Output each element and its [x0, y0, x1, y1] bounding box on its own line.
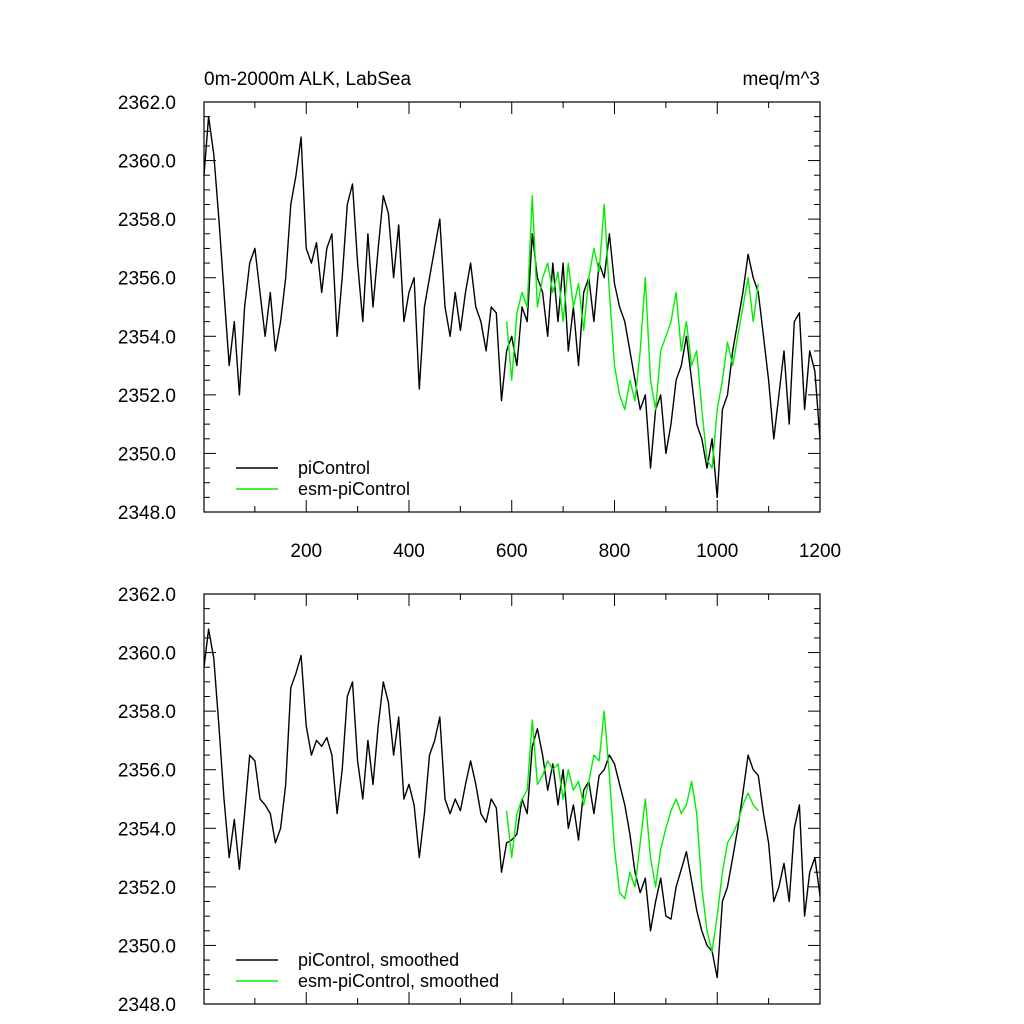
series-line-picontrol [203, 115, 821, 499]
x-tick-label: 400 [393, 541, 425, 562]
y-tick-label: 2362.0 [118, 93, 176, 114]
y-tick-label: 2362.0 [118, 585, 176, 606]
legend-label: piControl [298, 458, 370, 478]
plot-frame [203, 101, 821, 513]
y-tick-label: 2350.0 [118, 444, 176, 465]
y-tick-label: 2352.0 [118, 878, 176, 899]
legend-label: esm-piControl [298, 479, 410, 499]
y-tick-label: 2356.0 [118, 269, 176, 290]
x-tick-label: 1000 [696, 541, 738, 562]
legend-label: esm-piControl, smoothed [298, 971, 499, 991]
x-tick-label: 1200 [799, 541, 841, 562]
y-tick-label: 2360.0 [118, 644, 176, 665]
y-tick-label: 2348.0 [118, 995, 176, 1016]
y-tick-label: 2350.0 [118, 936, 176, 957]
y-tick-label: 2358.0 [118, 210, 176, 231]
chart-title: 0m-2000m ALK, LabSea [204, 69, 411, 90]
units-label: meq/m^3 [742, 69, 820, 90]
y-tick-label: 2348.0 [118, 503, 176, 524]
bottom-panel: 2362.0 2360.0 2358.0 2356.0 2354.0 2352.0 2350… [118, 585, 821, 1016]
y-tick-label: 2354.0 [118, 327, 176, 348]
plot-frame [203, 593, 821, 1005]
series-line-picontrol [203, 628, 821, 979]
x-tick-label: 600 [496, 541, 528, 562]
x-tick-label: 200 [290, 541, 322, 562]
y-tick-label: 2352.0 [118, 386, 176, 407]
y-tick-label: 2360.0 [118, 152, 176, 173]
top-panel: 2362.0 2360.0 2358.0 2356.0 2354.0 2352.0 2350… [118, 93, 841, 562]
series-line-esm-picontrol [505, 710, 759, 952]
y-tick-label: 2354.0 [118, 819, 176, 840]
legend-label: piControl, smoothed [298, 950, 459, 970]
x-tick-label: 800 [599, 541, 631, 562]
y-tick-label: 2358.0 [118, 702, 176, 723]
y-tick-label: 2356.0 [118, 761, 176, 782]
series-line-esm-picontrol [505, 194, 759, 469]
